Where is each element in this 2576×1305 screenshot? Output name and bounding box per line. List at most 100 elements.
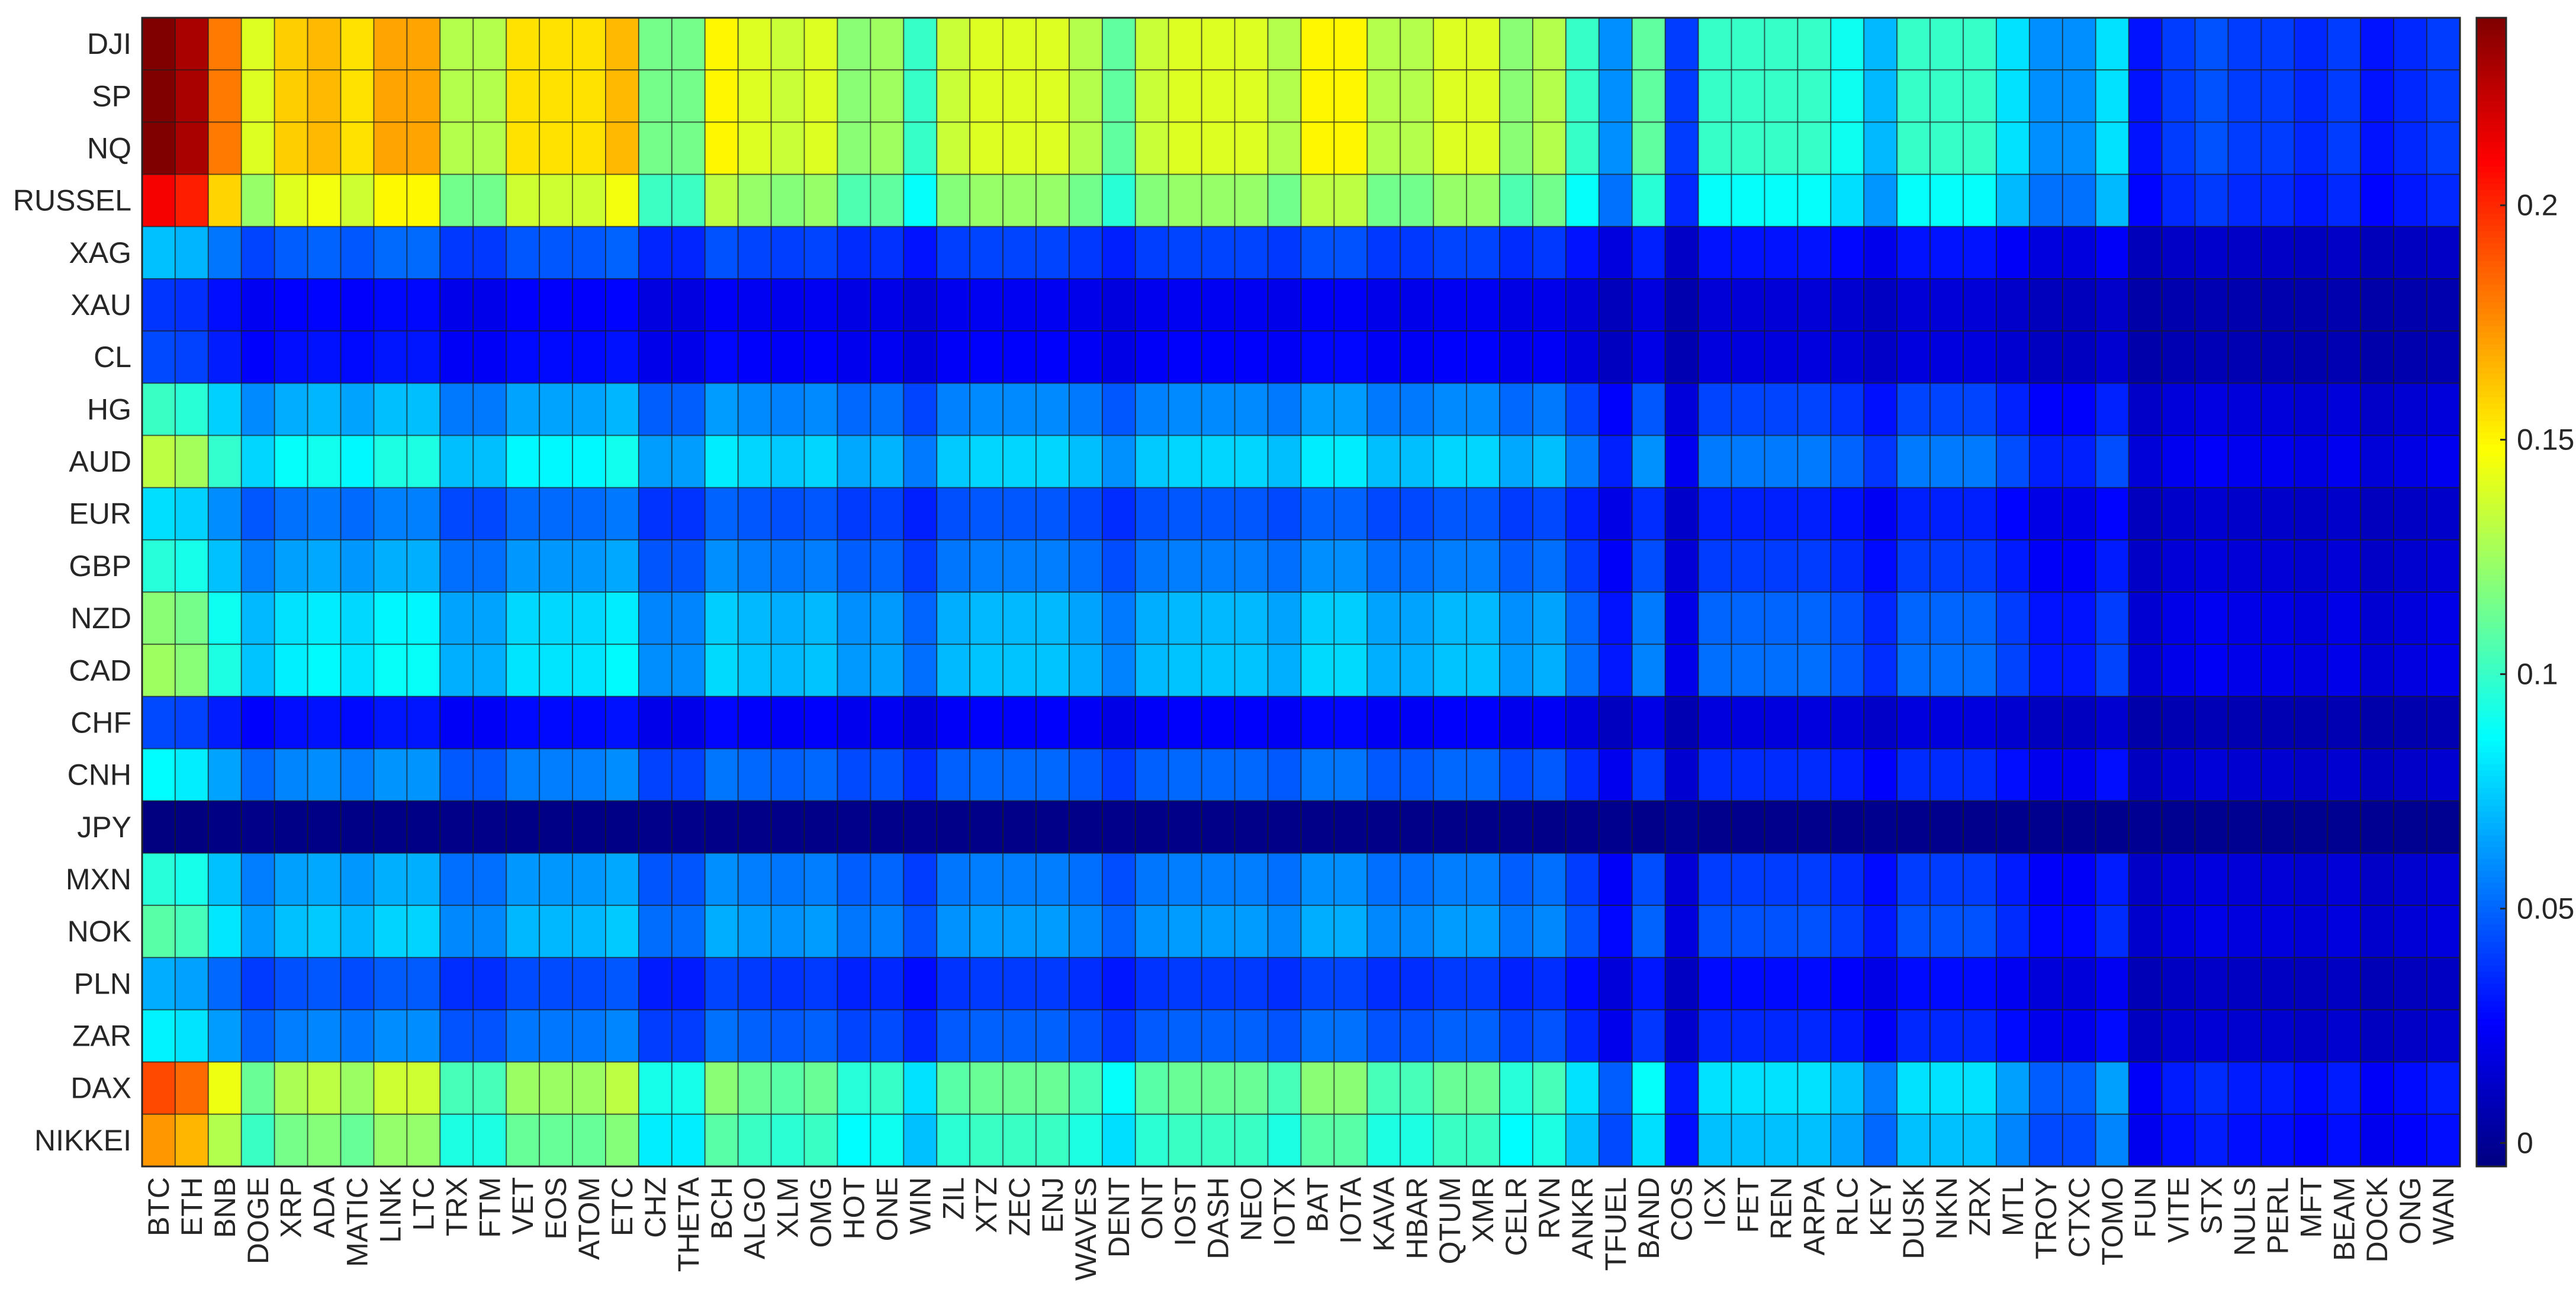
heatmap-cell-CL-ATOM: [572, 330, 607, 384]
heatmap-cell-NOK-COS: [1664, 905, 1699, 959]
heatmap-cell-XAU-BAND: [1631, 278, 1666, 332]
heatmap-cell-NZD-DUSK: [1896, 592, 1931, 645]
heatmap-cell-NOK-TROY: [2028, 905, 2063, 959]
heatmap-cell-HG-KEY: [1863, 382, 1898, 436]
heatmap-cell-XAU-CELR: [1499, 278, 1534, 332]
colorbar-segment: [2477, 237, 2506, 243]
heatmap-cell-AUD-COS: [1664, 435, 1699, 488]
heatmap-cell-DAX-BTC: [141, 1061, 176, 1115]
column-label-XMR: XMR: [1467, 1177, 1500, 1243]
heatmap-cell-NZD-CTXC: [2062, 592, 2096, 645]
heatmap-cell-XAU-DENT: [1101, 278, 1136, 332]
colorbar-segment: [2477, 841, 2506, 847]
column-label-THETA: THETA: [672, 1177, 705, 1272]
heatmap-cell-DAX-REN: [1764, 1061, 1799, 1115]
heatmap-cell-EUR-REN: [1764, 487, 1799, 541]
heatmap-cell-NZD-EOS: [539, 592, 574, 645]
heatmap-cell-CL-BTC: [141, 330, 176, 384]
colorbar-segment: [2477, 95, 2506, 101]
heatmap-cell-SP-ONG: [2393, 69, 2428, 123]
heatmap-cell-GBP-ONT: [1134, 539, 1169, 593]
heatmap-cell-HG-IOTA: [1333, 382, 1368, 436]
column-label-ONE: ONE: [870, 1177, 903, 1241]
heatmap-cell-CAD-STX: [2194, 644, 2229, 698]
heatmap-cell-RUSSEL-ALGO: [737, 173, 772, 227]
column-label-XLM: XLM: [771, 1177, 805, 1238]
heatmap-cell-RUSSEL-ANKR: [1565, 173, 1600, 227]
heatmap-cell-NIKKEI-IOST: [1168, 1113, 1202, 1167]
heatmap-cell-CHF-HOT: [837, 696, 871, 750]
heatmap-cell-CHF-QTUM: [1433, 696, 1468, 750]
heatmap-cell-SP-BEAM: [2327, 69, 2362, 123]
heatmap-cell-NOK-HBAR: [1400, 905, 1435, 959]
heatmap-cell-CAD-BCH: [704, 644, 739, 698]
heatmap-cell-DJI-LTC: [406, 17, 441, 71]
heatmap-cell-GBP-REN: [1764, 539, 1799, 593]
heatmap-cell-XAU-DOCK: [2360, 278, 2395, 332]
heatmap-cell-DJI-ZRX: [1963, 17, 1998, 71]
heatmap-cell-JPY-ENJ: [1035, 800, 1070, 854]
heatmap-cell-RUSSEL-BCH: [704, 173, 739, 227]
heatmap-cell-MXN-DENT: [1101, 852, 1136, 907]
colorbar-segment: [2477, 101, 2506, 107]
heatmap-cell-GBP-FUN: [2128, 539, 2163, 593]
heatmap-cell-SP-ETC: [605, 69, 639, 123]
heatmap-cell-MXN-ARPA: [1797, 852, 1832, 907]
heatmap-cell-GBP-CHZ: [638, 539, 673, 593]
heatmap-cell-RUSSEL-CHZ: [638, 173, 673, 227]
heatmap-cell-XAU-BCH: [704, 278, 739, 332]
heatmap-cell-EUR-DOCK: [2360, 487, 2395, 541]
heatmap-cell-NOK-ETH: [174, 905, 209, 959]
heatmap-cell-NZD-ZEC: [1002, 592, 1037, 645]
column-label-STX: STX: [2195, 1177, 2228, 1235]
heatmap-cell-NZD-ARPA: [1797, 592, 1832, 645]
heatmap-cell-DAX-XLM: [770, 1061, 805, 1115]
heatmap-cell-CHF-PERL: [2260, 696, 2295, 750]
colorbar-segment: [2477, 580, 2506, 587]
heatmap-cell-CNH-IOTA: [1333, 748, 1368, 802]
heatmap-cell-MXN-STX: [2194, 852, 2229, 907]
heatmap-cell-CHF-BAND: [1631, 696, 1666, 750]
heatmap-cell-PLN-REN: [1764, 957, 1799, 1011]
heatmap-cell-JPY-ICX: [1697, 800, 1732, 854]
heatmap-cell-NQ-ETH: [174, 121, 209, 175]
heatmap-cell-HG-OMG: [803, 382, 838, 436]
heatmap-cell-XAG-IOST: [1168, 226, 1202, 279]
heatmap-cell-EUR-NULS: [2227, 487, 2262, 541]
heatmap-cell-CL-BCH: [704, 330, 739, 384]
heatmap-cell-JPY-NULS: [2227, 800, 2262, 854]
heatmap-cell-JPY-BAND: [1631, 800, 1666, 854]
heatmap-cell-MXN-CTXC: [2062, 852, 2096, 907]
heatmap-cell-SP-REN: [1764, 69, 1799, 123]
heatmap-cell-RUSSEL-IOST: [1168, 173, 1202, 227]
heatmap-cell-XAU-BEAM: [2327, 278, 2362, 332]
heatmap-cell-GBP-RLC: [1830, 539, 1865, 593]
heatmap-cell-CHF-KAVA: [1366, 696, 1401, 750]
heatmap-cell-NIKKEI-ADA: [307, 1113, 342, 1167]
heatmap-cell-NZD-ETC: [605, 592, 639, 645]
heatmap-cell-NIKKEI-ARPA: [1797, 1113, 1832, 1167]
heatmap-cell-MXN-ZEC: [1002, 852, 1037, 907]
heatmap-cell-NOK-DASH: [1201, 905, 1236, 959]
heatmap-cell-RUSSEL-FTM: [472, 173, 507, 227]
heatmap-cell-NOK-CTXC: [2062, 905, 2096, 959]
column-label-WIN: WIN: [903, 1177, 937, 1235]
row-label-XAG: XAG: [69, 236, 131, 269]
colorbar-segment: [2477, 533, 2506, 539]
colorbar-segment: [2477, 272, 2506, 279]
heatmap-cell-CHF-EOS: [539, 696, 574, 750]
heatmap-cell-HG-NULS: [2227, 382, 2262, 436]
heatmap-cell-PLN-WAVES: [1069, 957, 1103, 1011]
heatmap-cell-CNH-DOGE: [240, 748, 275, 802]
heatmap-cell-NOK-BTC: [141, 905, 176, 959]
heatmap-cell-AUD-VITE: [2161, 435, 2196, 488]
heatmap-cell-CNH-CTXC: [2062, 748, 2096, 802]
heatmap-cell-NOK-REN: [1764, 905, 1799, 959]
heatmap-cell-NZD-CELR: [1499, 592, 1534, 645]
heatmap-cell-AUD-ONT: [1134, 435, 1169, 488]
heatmap-cell-GBP-TOMO: [2095, 539, 2130, 593]
heatmap-cell-DJI-ZEC: [1002, 17, 1037, 71]
heatmap-cell-CAD-XMR: [1466, 644, 1501, 698]
heatmap-cell-XAG-ONT: [1134, 226, 1169, 279]
heatmap-cell-XAU-FUN: [2128, 278, 2163, 332]
